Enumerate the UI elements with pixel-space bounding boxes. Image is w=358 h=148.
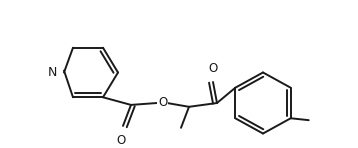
Text: N: N	[48, 66, 57, 79]
Text: O: O	[116, 133, 126, 147]
Text: O: O	[158, 96, 167, 108]
Text: O: O	[208, 62, 218, 75]
